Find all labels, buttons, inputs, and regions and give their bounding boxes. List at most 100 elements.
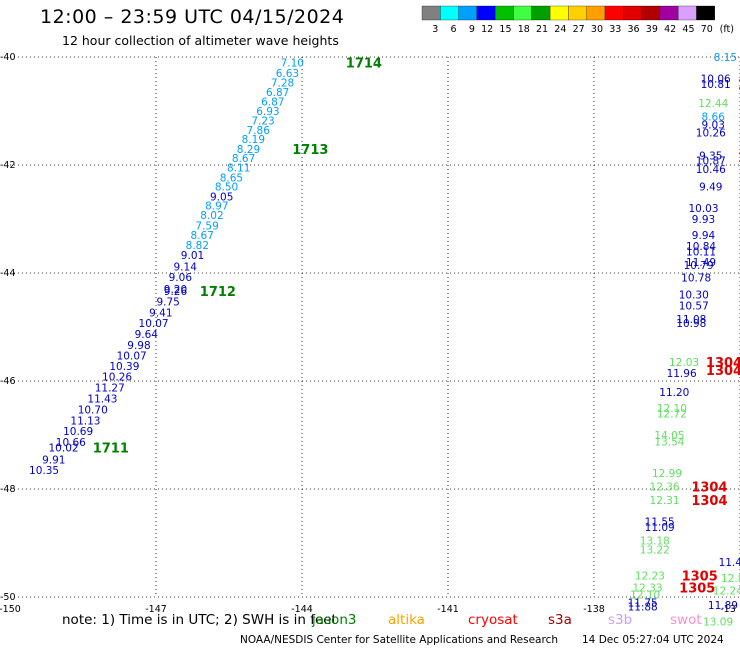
y-tick-label: -44 [0,268,16,279]
swh-value-label: 12.72 [657,408,687,420]
colorbar-label: 39 [646,24,658,35]
swh-value-label: 12.99 [652,468,682,480]
colorbar-label: 9 [469,24,475,35]
legend-jason3: jason3 [312,612,357,628]
swh-value-label: 10.26 [696,128,726,140]
legend-s3a: s3a [548,612,572,628]
swh-value-label: 8.67 [191,230,214,242]
colorbar-label: 45 [682,24,694,35]
swh-value-label: 13.22 [640,544,670,556]
swh-value-label: 8.50 [215,182,238,194]
swh-value-label: 6.87 [261,96,284,108]
pass-number-label: 1712 [200,285,236,300]
colorbar-swatch [696,5,715,21]
swh-value-label: 8.15 [714,52,737,64]
x-tick-label: -147 [145,604,167,615]
pass-number-label: 1305 [682,569,718,584]
swh-value-label: 10.57 [679,300,709,312]
swh-value-label: 9.03 [702,120,725,132]
swh-value-label: 10.46 [696,164,726,176]
swh-value-label: 13.18 [640,535,670,547]
swh-value-label: 12.10 [630,589,660,601]
swh-value-label: 6.87 [266,87,289,99]
pass-number-label: 1305 [679,581,715,596]
chart-title: 12:00 – 23:59 UTC 04/15/2024 [40,6,345,28]
swh-value-label: 7.86 [247,125,271,137]
swh-value-label: 11.88 [628,602,658,614]
note-label: note: 1) Time is in UTC; 2) SWH is in fe… [62,612,337,628]
swh-value-label: 11.89 [708,600,738,612]
pass-number-label: 1304 [691,494,727,509]
swh-value-label: 9.35 [699,150,722,162]
swh-value-label: 9.14 [174,262,198,274]
swh-value-label: 12.44 [698,98,728,110]
swh-value-label: 10.06 [701,74,731,86]
swh-value-label: 8.02 [200,210,223,222]
swh-value-label: 9.20 [164,284,187,296]
colorbar-label: 70 [701,24,713,35]
swh-value-label: 10.70 [78,405,108,417]
legend-altika: altika [388,612,425,628]
colorbar-unit: (ft) [720,24,734,35]
swh-value-label: 9.93 [692,214,715,226]
x-tick-label: -150 [0,604,21,615]
x-tick-label: -138 [583,604,605,615]
swh-value-label: 12.8 [721,573,740,585]
swh-value-label: 10.07 [117,351,147,363]
swh-value-label: 13.54 [654,436,684,448]
swh-value-label: 11.27 [95,382,125,394]
swh-value-label: 11.13 [70,415,100,427]
x-tick-label: -13 [720,604,736,615]
x-tick-label: -141 [437,604,459,615]
swh-value-label: 10.26 [102,372,132,384]
swh-value-label: 7.10 [281,57,304,69]
swh-value-label: 6.93 [256,106,279,118]
swh-value-label: 8.97 [205,201,228,213]
swh-value-label: 12.31 [650,495,680,507]
swh-value-label: 10.84 [686,241,716,253]
swh-value-label: 11.08 [676,314,706,326]
swh-value-label: 8.82 [186,240,209,252]
pass-number-label: 1 [738,151,740,166]
swh-value-label: 10.66 [56,437,86,449]
data-points: 7.106.637.286.876.876.937.237.868.198.29… [29,52,740,628]
pass-number-label: 1304 [706,364,740,379]
pass-number-label: 1 [738,78,740,93]
colorbar-label: 30 [591,24,603,35]
pass-number-label: 1304 [691,480,727,495]
swh-value-label: 8.66 [702,111,726,123]
credit-timestamp: 14 Dec 05:27:04 UTC 2024 [582,634,724,646]
colorbar-label: 36 [628,24,640,35]
y-tick-label: -42 [0,160,16,171]
swh-value-label: 9.06 [169,272,193,284]
swh-value-label: 11.20 [659,387,689,399]
swh-value-label: 9.91 [42,454,65,466]
swh-value-label: 9.41 [149,307,172,319]
swh-value-label: 9.49 [699,182,722,194]
y-tick-label: -46 [0,376,16,387]
swh-value-label: 9.64 [135,329,159,341]
x-tick-label: -144 [291,604,313,615]
colorbar-label: 33 [609,24,621,35]
colorbar-label: 12 [481,24,493,35]
legend-cryosat: cryosat [468,612,518,628]
colorbar: 3 6 9 12 15 18 21 24 27 30 33 36 39 42 45 70 (ft) [421,5,734,35]
gridlines [10,56,740,597]
swh-value-label: 10.79 [684,260,714,272]
swh-value-label: 8.19 [242,134,265,146]
swh-value-label: 12.24 [713,586,740,598]
swh-value-label: 7.59 [195,220,218,232]
swh-value-label: 11.4 [719,557,740,569]
swh-value-label: 11.55 [645,516,675,528]
swh-value-label: 12.03 [669,357,699,369]
swh-value-label: 14.05 [654,430,684,442]
colorbar-label: 27 [573,24,585,35]
swh-value-label: 12.36 [650,481,680,493]
swh-value-label: 9.98 [127,340,150,352]
credit-text: NOAA/NESDIS Center for Satellite Applica… [240,634,558,646]
colorbar-label: 3 [432,24,438,35]
note-text: note: 1) Time is in UTC; 2) SWH is in fe… [62,612,702,628]
legend-s3b: s3b [608,612,633,628]
swh-value-label: 11.75 [628,597,658,609]
